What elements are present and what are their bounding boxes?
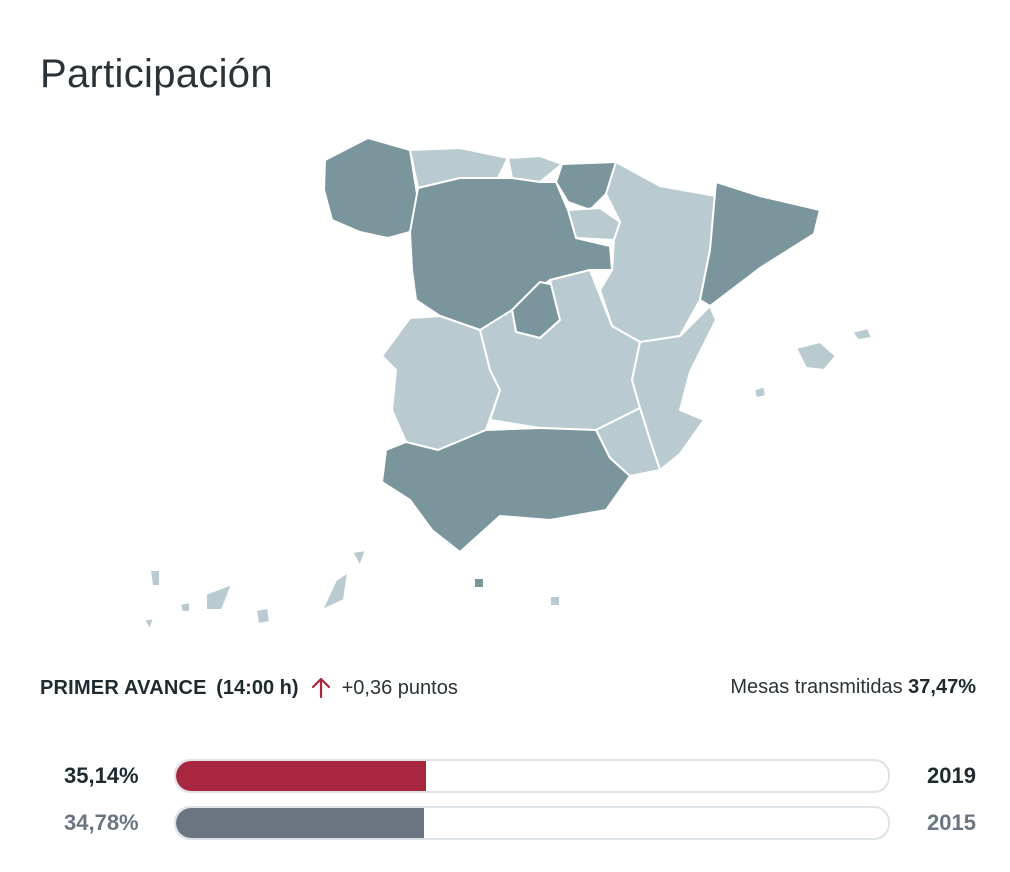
region-cataluna[interactable] (699, 181, 821, 307)
region-galicia[interactable] (323, 137, 419, 239)
region-canarias-tenerife[interactable] (205, 583, 233, 611)
participation-bar-fill (176, 761, 427, 791)
mesas-label: Mesas transmitidas (730, 676, 903, 698)
region-canarias-la-palma[interactable] (149, 569, 161, 587)
spain-participation-map (143, 137, 873, 631)
region-canarias-la-gomera[interactable] (179, 601, 191, 613)
region-andalucia[interactable] (381, 427, 631, 553)
participation-year: 2015 (927, 810, 976, 835)
region-canarias-fuerteventura[interactable] (321, 571, 349, 611)
advance-time: (14:00 h) (216, 677, 299, 699)
participation-bar-fill (176, 808, 424, 838)
advance-label: PRIMER AVANCE (40, 677, 207, 699)
participation-bar-track (174, 806, 890, 840)
region-pais-vasco[interactable] (507, 155, 563, 183)
participation-percent: 34,78% (64, 810, 139, 835)
region-canarias-gran-canaria[interactable] (255, 607, 271, 625)
participation-delta: +0,36 puntos (341, 677, 458, 699)
participation-bar-row: 35,14% 2019 (40, 759, 976, 793)
region-melilla[interactable] (549, 595, 561, 607)
region-ibiza[interactable] (753, 385, 767, 399)
participation-bar-track (174, 759, 890, 793)
participation-percent: 35,14% (64, 763, 139, 788)
mesas-value: 37,47% (908, 676, 976, 698)
participation-summary: PRIMER AVANCE (14:00 h) +0,36 puntos Mes… (40, 676, 976, 706)
region-canarias-el-hierro[interactable] (143, 617, 155, 631)
region-baleares[interactable] (795, 341, 837, 371)
arrow-up-icon (311, 677, 331, 698)
region-ceuta[interactable] (473, 577, 485, 589)
page-title: Participación (40, 52, 273, 96)
mesas-transmitidas: Mesas transmitidas 37,47% (730, 676, 976, 699)
region-canarias-lanzarote[interactable] (351, 549, 367, 567)
participation-year: 2019 (927, 763, 976, 788)
region-menorca[interactable] (851, 327, 873, 341)
region-castilla-leon[interactable] (409, 177, 613, 333)
participation-bar-row: 34,78% 2015 (40, 806, 976, 840)
region-aragon[interactable] (599, 161, 717, 343)
